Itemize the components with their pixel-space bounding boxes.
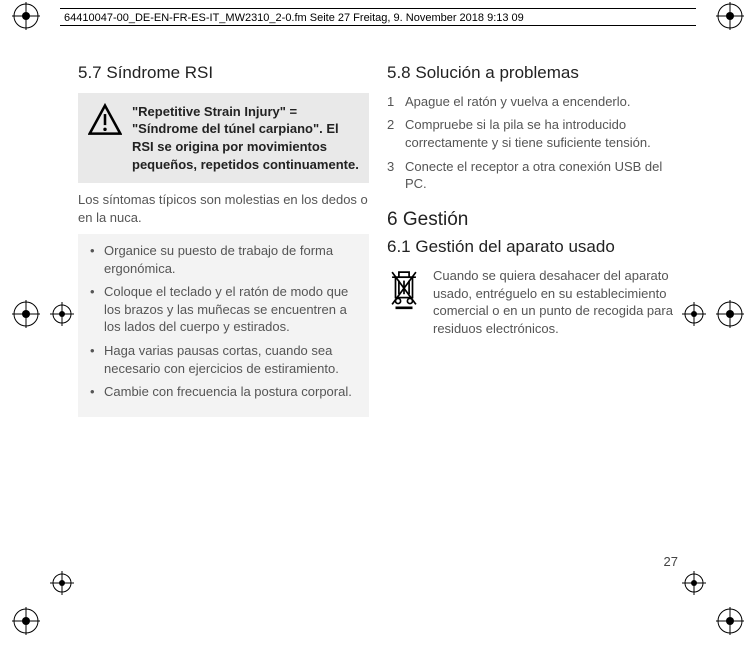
heading-5-7: 5.7 Síndrome RSI	[78, 62, 369, 85]
bullet-item: Coloque el teclado y el ratón de modo qu…	[86, 283, 361, 336]
step-text: Apague el ratón y vuelva a encenderlo.	[405, 94, 631, 109]
left-column: 5.7 Síndrome RSI "Repetitive Strain Inju…	[78, 62, 369, 557]
rsi-paragraph: Los síntomas típicos son molestias en lo…	[78, 191, 369, 226]
weee-text: Cuando se quiera desahacer del aparato u…	[433, 267, 678, 337]
weee-icon	[387, 267, 421, 337]
weee-box: Cuando se quiera desahacer del aparato u…	[387, 267, 678, 337]
bullet-item: Haga varias pausas cortas, cuando sea ne…	[86, 342, 361, 377]
warning-text: "Repetitive Strain Injury" = "Síndrome d…	[132, 103, 359, 173]
heading-6: 6 Gestión	[387, 207, 678, 233]
crop-mark-inner	[48, 300, 76, 328]
step-item: 3Conecte el receptor a otra conexión USB…	[387, 158, 678, 193]
crop-mark-inner	[48, 569, 76, 597]
document-header: 64410047-00_DE-EN-FR-ES-IT_MW2310_2-0.fm…	[60, 8, 696, 26]
crop-mark	[12, 2, 40, 30]
crop-mark	[716, 300, 744, 328]
crop-mark	[716, 2, 744, 30]
warning-box: "Repetitive Strain Injury" = "Síndrome d…	[78, 93, 369, 183]
step-text: Conecte el receptor a otra conexión USB …	[405, 159, 662, 192]
crop-mark-inner	[680, 569, 708, 597]
step-item: 1Apague el ratón y vuelva a encenderlo.	[387, 93, 678, 111]
bullet-item: Organice su puesto de trabajo de forma e…	[86, 242, 361, 277]
step-text: Compruebe si la pila se ha introducido c…	[405, 117, 651, 150]
crop-mark	[12, 300, 40, 328]
crop-mark	[12, 607, 40, 635]
bullet-item: Cambie con frecuencia la postura corpora…	[86, 383, 361, 401]
step-item: 2Compruebe si la pila se ha introducido …	[387, 116, 678, 151]
page-number: 27	[664, 554, 678, 569]
right-column: 5.8 Solución a problemas 1Apague el rató…	[387, 62, 678, 557]
warning-icon	[88, 103, 122, 173]
crop-mark-inner	[680, 300, 708, 328]
crop-mark	[716, 607, 744, 635]
heading-5-8: 5.8 Solución a problemas	[387, 62, 678, 85]
bullet-box: Organice su puesto de trabajo de forma e…	[78, 234, 369, 416]
heading-6-1: 6.1 Gestión del aparato usado	[387, 236, 678, 259]
